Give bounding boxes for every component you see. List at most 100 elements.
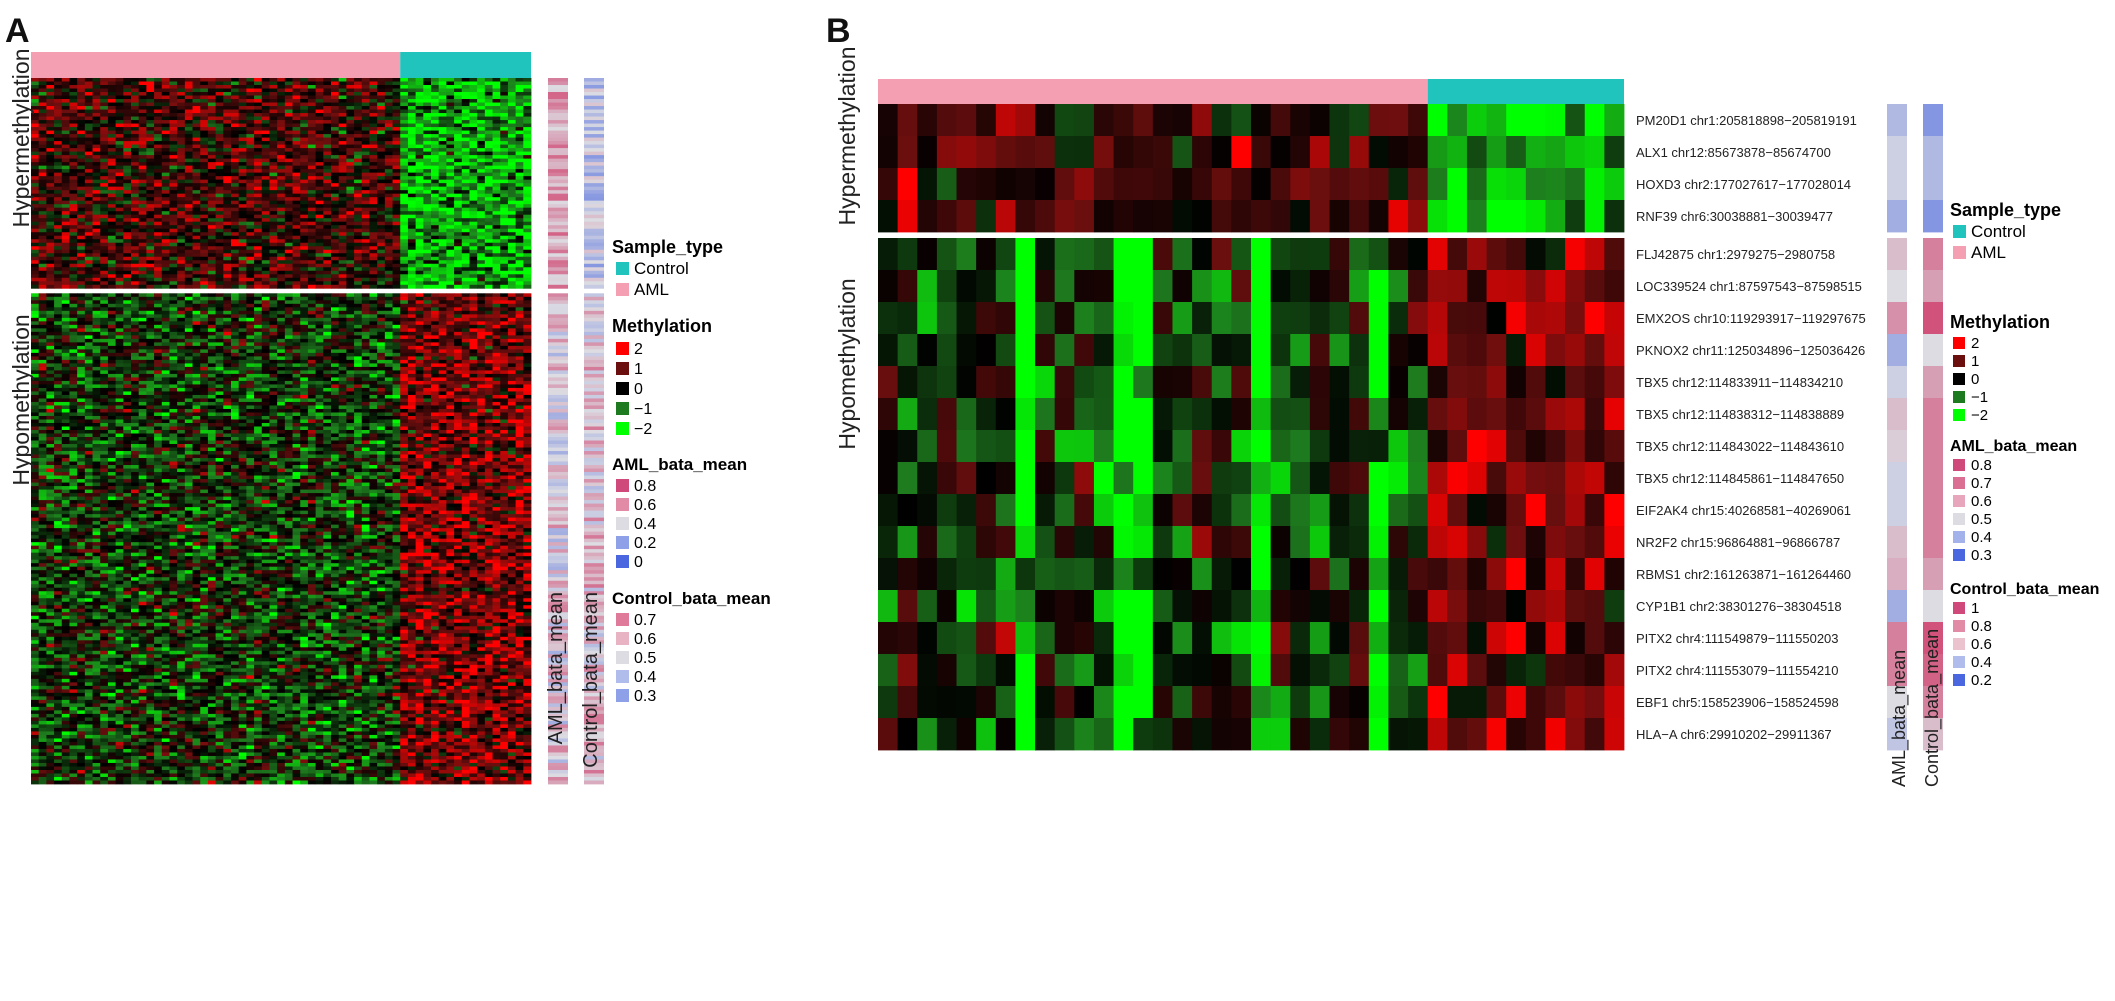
heatmap-cell — [261, 127, 270, 131]
heatmap-cell — [346, 204, 355, 209]
heatmap-cell — [415, 270, 424, 275]
heatmap-cell — [246, 172, 255, 177]
heatmap-cell — [377, 197, 386, 202]
heatmap-cell — [69, 92, 78, 96]
heatmap-cell — [192, 277, 201, 282]
heatmap-cell — [61, 141, 70, 145]
heatmap-cell — [138, 260, 147, 265]
heatmap-cell — [223, 274, 232, 279]
heatmap-cell — [492, 165, 501, 170]
heatmap-cell — [100, 253, 109, 258]
heatmap-cell — [269, 214, 278, 219]
heatmap-cell — [223, 113, 232, 117]
heatmap-cell — [192, 78, 201, 82]
heatmap-cell — [315, 179, 324, 184]
heatmap-cell — [231, 284, 240, 289]
heatmap-cell — [131, 85, 140, 89]
heatmap-cell — [46, 218, 55, 223]
heatmap-cell — [131, 256, 140, 261]
heatmap-cell — [346, 197, 355, 202]
heatmap-cell — [238, 81, 247, 86]
heatmap-cell — [138, 193, 147, 198]
heatmap-cell — [77, 314, 86, 319]
heatmap-cell — [169, 239, 178, 244]
heatmap-cell — [231, 274, 240, 279]
heatmap-cell — [407, 328, 417, 333]
heatmap-cell — [369, 200, 378, 205]
heatmap-cell — [354, 310, 363, 315]
heatmap-cell — [84, 307, 93, 312]
heatmap-cell — [115, 127, 124, 131]
heatmap-cell — [100, 310, 109, 315]
heatmap-cell — [231, 277, 240, 282]
heatmap-cell — [31, 190, 40, 195]
heatmap-cell — [61, 211, 70, 216]
heatmap-cell — [169, 328, 178, 333]
heatmap-cell — [192, 137, 201, 142]
heatmap-cell — [84, 88, 93, 93]
heatmap-cell — [354, 172, 363, 177]
heatmap-cell — [115, 239, 124, 244]
heatmap-cell — [415, 310, 424, 315]
heatmap-cell — [346, 109, 355, 114]
heatmap-cell — [469, 172, 478, 177]
heatmap-cell — [177, 95, 186, 100]
heatmap-cell — [69, 144, 78, 149]
heatmap-cell — [446, 274, 455, 279]
heatmap-cell — [361, 338, 370, 343]
heatmap-cell — [438, 321, 447, 326]
heatmap-cell — [261, 349, 270, 354]
heatmap-cell — [523, 338, 532, 343]
heatmap-cell — [161, 190, 170, 195]
heatmap-cell — [346, 106, 355, 110]
heatmap-cell — [284, 256, 293, 261]
heatmap-cell — [277, 172, 286, 177]
heatmap-cell — [400, 190, 409, 195]
heatmap-cell — [84, 130, 93, 135]
heatmap-cell — [369, 307, 378, 312]
heatmap-cell — [169, 303, 178, 308]
heatmap-cell — [500, 183, 509, 188]
heatmap-cell — [169, 214, 178, 219]
heatmap-cell — [261, 235, 270, 240]
heatmap-cell — [192, 349, 201, 354]
heatmap-cell — [261, 296, 270, 301]
heatmap-cell — [192, 260, 201, 265]
heatmap-cell — [338, 267, 347, 272]
heatmap-cell — [446, 331, 455, 336]
heatmap-cell — [400, 281, 409, 286]
heatmap-cell — [469, 204, 478, 209]
heatmap-cell — [261, 193, 270, 198]
heatmap-cell — [231, 186, 240, 191]
heatmap-cell — [84, 81, 93, 86]
heatmap-cell — [261, 137, 270, 142]
heatmap-cell — [361, 179, 370, 184]
heatmap-cell — [177, 155, 186, 160]
heatmap-cell — [431, 88, 440, 93]
heatmap-cell — [331, 284, 340, 289]
heatmap-cell — [154, 335, 163, 340]
heatmap-cell — [215, 328, 224, 333]
heatmap-cell — [300, 263, 309, 268]
heatmap-cell — [31, 260, 40, 265]
heatmap-cell — [500, 197, 509, 202]
heatmap-cell — [307, 296, 317, 301]
heatmap-cell — [307, 349, 317, 354]
heatmap-cell — [261, 130, 270, 135]
heatmap-cell — [323, 253, 332, 258]
heatmap-cell — [461, 345, 470, 350]
heatmap-cell — [307, 134, 317, 138]
heatmap-cell — [215, 134, 224, 138]
heatmap-cell — [54, 345, 63, 350]
heatmap-cell — [154, 113, 163, 117]
heatmap-cell — [223, 95, 232, 100]
heatmap-cell — [131, 200, 140, 205]
heatmap-cell — [361, 277, 370, 282]
heatmap-cell — [231, 331, 240, 336]
heatmap-cell — [423, 127, 432, 131]
heatmap-cell — [423, 214, 432, 219]
heatmap-cell — [215, 253, 224, 258]
heatmap-cell — [284, 92, 293, 96]
heatmap-cell — [407, 228, 417, 233]
heatmap-cell — [346, 293, 355, 298]
